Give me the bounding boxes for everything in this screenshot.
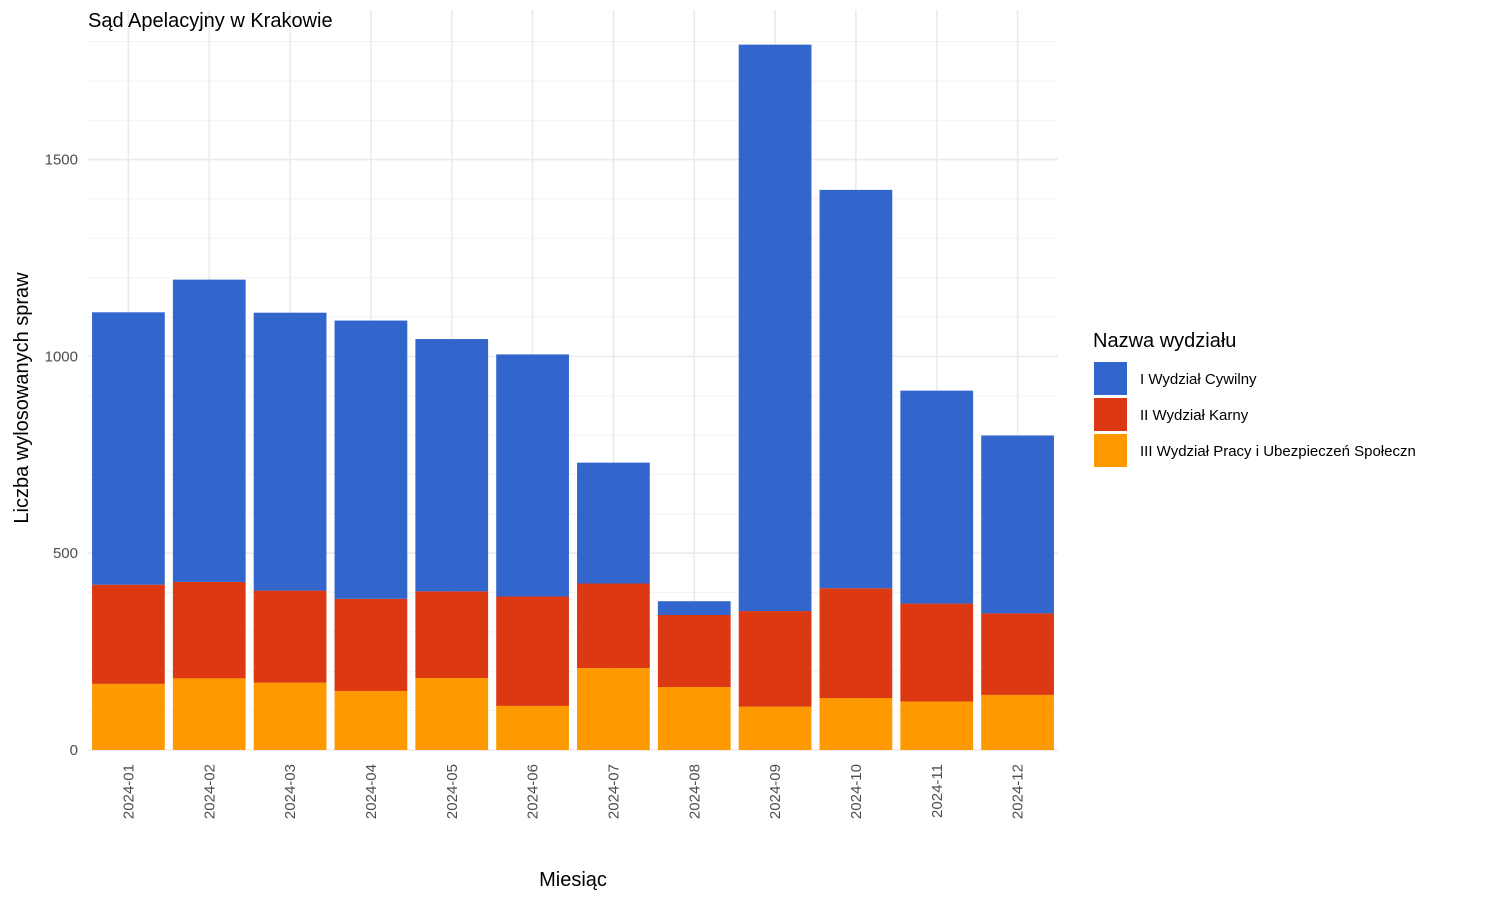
bar-segment bbox=[981, 435, 1054, 614]
y-axis-ticks: 0 500 1000 1500 bbox=[45, 152, 78, 759]
x-tick-label: 2024-02 bbox=[201, 764, 218, 819]
bar-segment bbox=[172, 678, 246, 750]
bar-segment bbox=[253, 590, 327, 683]
bar-segment bbox=[900, 603, 974, 702]
bar-segment bbox=[900, 390, 974, 604]
y-axis-title: Liczba wylosowanych spraw bbox=[11, 272, 33, 524]
x-tick-label: 2024-05 bbox=[444, 764, 461, 819]
x-tick-label: 2024-08 bbox=[686, 764, 703, 819]
bar-segment bbox=[92, 683, 165, 750]
bar-segment bbox=[415, 339, 489, 592]
legend-label: II Wydział Karny bbox=[1140, 407, 1249, 424]
bar-segment bbox=[92, 584, 165, 684]
bar-segment bbox=[577, 462, 650, 584]
bar-segment bbox=[577, 668, 650, 750]
bar-segment bbox=[819, 698, 893, 750]
legend-swatch bbox=[1094, 362, 1127, 395]
bar-segment bbox=[738, 706, 812, 750]
bar-segment bbox=[253, 682, 327, 750]
bar-segment bbox=[415, 677, 489, 750]
bar-segment bbox=[819, 588, 893, 699]
bar-segment bbox=[496, 354, 569, 597]
bar-segment bbox=[819, 189, 893, 589]
bar-segment bbox=[981, 613, 1054, 695]
y-tick-label: 500 bbox=[53, 545, 78, 562]
x-tick-label: 2024-12 bbox=[1010, 764, 1027, 819]
bar-segment bbox=[738, 611, 812, 707]
x-tick-label: 2024-06 bbox=[525, 764, 542, 819]
bar-segment bbox=[253, 312, 327, 591]
y-tick-label: 0 bbox=[70, 742, 78, 759]
bar-segment bbox=[496, 596, 569, 706]
bar-segment bbox=[657, 687, 731, 750]
y-tick-label: 1000 bbox=[45, 348, 78, 365]
bar-segment bbox=[334, 690, 408, 750]
x-tick-label: 2024-10 bbox=[848, 764, 865, 819]
y-tick-label: 1500 bbox=[45, 152, 78, 169]
bar-segment bbox=[496, 705, 569, 750]
bar-segment bbox=[738, 44, 812, 612]
bar-segment bbox=[657, 614, 731, 688]
bar-segment bbox=[657, 601, 731, 615]
x-tick-label: 2024-01 bbox=[120, 764, 137, 819]
x-tick-label: 2024-11 bbox=[929, 764, 946, 818]
legend-swatch bbox=[1094, 398, 1127, 431]
bar-segment bbox=[415, 591, 489, 678]
bar-segment bbox=[334, 598, 408, 691]
x-axis-title: Miesiąc bbox=[539, 869, 607, 891]
legend: Nazwa wydziału I Wydział Cywilny II Wydzi… bbox=[1093, 330, 1416, 467]
legend-swatch bbox=[1094, 434, 1127, 467]
bar-segment bbox=[172, 279, 246, 582]
x-tick-label: 2024-09 bbox=[767, 764, 784, 819]
legend-label: I Wydział Cywilny bbox=[1140, 371, 1257, 388]
bars bbox=[92, 44, 1054, 750]
bar-segment bbox=[577, 583, 650, 669]
bar-segment bbox=[334, 320, 408, 599]
bar-segment bbox=[172, 581, 246, 679]
x-tick-label: 2024-04 bbox=[363, 764, 380, 819]
x-tick-label: 2024-07 bbox=[605, 764, 622, 819]
x-axis-ticks: 2024-01 2024-02 2024-03 2024-04 2024-05 2024-… bbox=[120, 764, 1026, 819]
chart-title: Sąd Apelacyjny w Krakowie bbox=[88, 10, 333, 32]
legend-label: III Wydział Pracy i Ubezpieczeń Społeczn bbox=[1140, 443, 1416, 460]
bar-segment bbox=[900, 701, 974, 750]
legend-title: Nazwa wydziału bbox=[1093, 330, 1236, 352]
bar-segment bbox=[92, 312, 165, 585]
bar-segment bbox=[981, 694, 1054, 750]
x-tick-label: 2024-03 bbox=[282, 764, 299, 819]
